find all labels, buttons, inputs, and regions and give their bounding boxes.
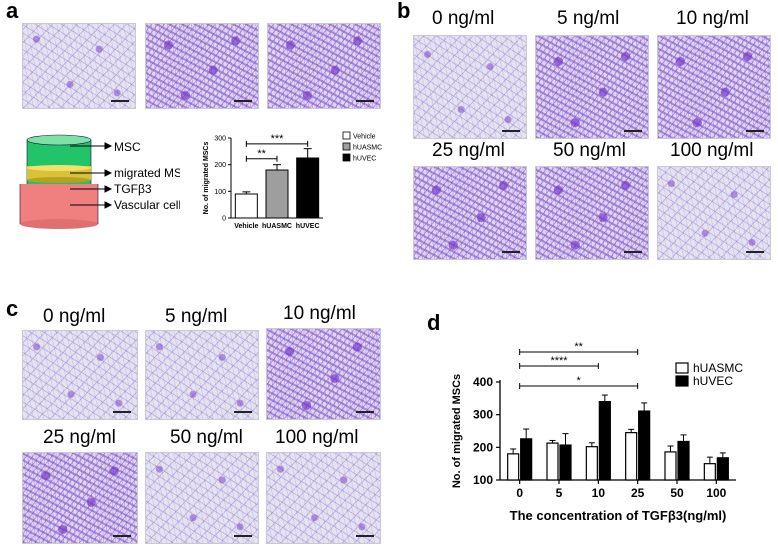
legend-swatch-a-1 [342,142,351,151]
diagram-label-migrated-msc: migrated MSC [114,166,180,180]
y-tick-label-a-3: 300 [214,136,226,143]
bar-d-huvec-0 [520,438,533,481]
micrograph-c-0 [22,330,138,420]
micrograph-b-25 [413,166,527,260]
y-axis-label-d: No. of migrated MSCs [451,374,463,488]
legend-swatch-a-0 [342,131,351,140]
panel-letter-b: b [397,0,411,23]
conc-label-b-5: 5 ng/ml [557,8,620,29]
conc-label-b-50: 50 ng/ml [553,140,626,161]
y-tick-label-d-1: 200 [473,440,493,454]
conc-label-b-25: 25 ng/ml [432,140,505,161]
y-tick-label-d-0: 100 [473,473,493,487]
legend-label-a-0: Vehicle [353,134,376,141]
legend-label-a-2: hUVEC [353,156,376,163]
legend-swatch-d-1 [675,375,689,387]
legend-swatch-a-2 [342,153,351,162]
micrograph-b-100 [657,166,771,260]
x-tick-label-d-5: 100 [706,486,726,500]
bar-d-huvec-100 [716,457,729,481]
micrograph-b-0 [413,35,527,139]
x-tick-label-d-4: 50 [670,486,684,500]
vascular-cell-layer [20,184,98,224]
conc-label-c-5: 5 ng/ml [165,306,228,327]
y-axis-label-a: No. of migrated MSCs [203,142,210,215]
bar-d-huvec-10 [598,400,611,481]
legend-swatch-d-0 [675,362,689,374]
bar-d-huasmc-100 [703,463,716,481]
y-tick-label-a-1: 100 [214,189,226,196]
bar-a-huvec [296,157,320,219]
bar-d-huasmc-50 [664,451,677,481]
legend-label-d-0: hUASMC [693,361,743,375]
conc-label-c-25: 25 ng/ml [43,427,116,448]
bar-a-vehicle [234,193,258,219]
x-tick-label-a-1: hUASMC [262,223,292,230]
micrograph-b-5 [535,35,649,139]
legend-label-a-1: hUASMC [353,145,382,152]
x-tick-label-d-3: 25 [631,486,645,500]
x-tick-label-d-2: 10 [592,486,606,500]
y-tick-label-d-2: 300 [473,408,493,422]
bar-d-huvec-50 [677,440,690,481]
micrograph-b-50 [535,166,649,260]
bar-d-huvec-5 [559,444,572,481]
x-axis-label-d: The concentration of TGFβ3(ng/ml) [510,508,727,523]
micrograph-c-10 [266,328,381,420]
micrograph-b-10 [657,35,771,139]
micrograph-huasmc [145,23,259,109]
conc-label-c-100: 100 ng/ml [275,427,359,448]
conc-label-b-100: 100 ng/ml [670,140,754,161]
bar-a-huasmc [265,169,289,219]
bar-d-huasmc-5 [546,442,559,481]
sig-d-0-stars: ** [574,341,583,353]
micrograph-c-25 [22,452,138,544]
micrograph-huvec [267,23,381,109]
diagram-label-tgfb3: TGFβ3 [114,182,152,196]
conc-label-c-0: 0 ng/ml [43,306,106,327]
sig-d-1-stars: **** [550,355,568,367]
y-tick-label-a-0: 0 [222,216,226,223]
bar-d-huvec-25 [638,410,651,481]
bar-chart-d: 100 200 300 400 No. of migrated MSCs 0 5 10 25 50… [451,341,743,523]
bar-chart-a: 0 100 200 300 No. of migrated MSCs Vehicle hUA… [203,131,382,230]
diagram-label-msc: MSC [114,140,141,154]
diagram-label-vascular-cell: Vascular cell [114,198,180,212]
x-tick-label-d-0: 0 [516,486,523,500]
conc-label-b-0: 0 ng/ml [432,8,495,29]
x-tick-label-a-2: hUVEC [296,223,320,230]
bar-d-huasmc-25 [625,432,638,481]
bar-d-huasmc-10 [585,446,598,481]
transwell-diagram: MSC migrated MSC TGFβ3 Vascular cell [19,134,180,229]
panel-letter-d: d [427,310,441,335]
x-tick-label-a-0: Vehicle [234,223,258,230]
sig-a-0-stars: ** [257,148,266,160]
legend-label-d-1: hUVEC [693,374,733,388]
conc-label-c-50: 50 ng/ml [170,427,243,448]
y-tick-label-a-2: 200 [214,162,226,169]
micrograph-c-50 [145,452,259,544]
bar-d-huasmc-0 [507,453,520,481]
sig-d-2-stars: * [577,375,582,387]
y-tick-label-d-3: 400 [473,375,493,389]
sig-a-1-stars: *** [271,133,285,145]
conc-label-b-10: 10 ng/ml [676,8,749,29]
micrograph-c-5 [145,330,259,420]
micrograph-c-100 [266,452,381,544]
conc-label-c-10: 10 ng/ml [283,303,356,324]
micrograph-vehicle [22,23,136,109]
panel-letter-a: a [6,0,19,23]
x-tick-label-d-1: 5 [556,486,563,500]
panel-letter-c: c [6,296,19,321]
